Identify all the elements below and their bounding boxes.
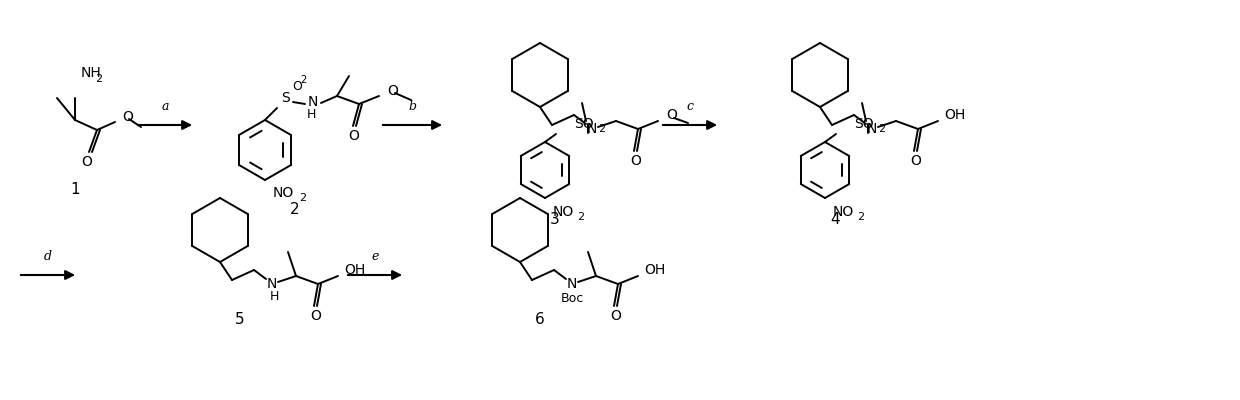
- Text: OH: OH: [644, 263, 665, 277]
- Text: NO: NO: [273, 186, 294, 200]
- Text: e: e: [371, 250, 378, 263]
- Text: OH: OH: [343, 263, 366, 277]
- Text: O: O: [631, 154, 641, 168]
- Text: O: O: [122, 110, 133, 124]
- Text: O: O: [310, 309, 321, 323]
- Text: OH: OH: [944, 108, 965, 122]
- Text: SO: SO: [854, 117, 874, 131]
- Text: NH: NH: [81, 66, 102, 80]
- Text: H: H: [269, 290, 279, 302]
- Text: 4: 4: [831, 212, 839, 228]
- Text: O: O: [293, 80, 301, 92]
- Text: b: b: [408, 100, 417, 113]
- Text: O: O: [387, 84, 398, 98]
- Text: 2: 2: [290, 202, 300, 218]
- Text: 2: 2: [577, 212, 584, 222]
- Text: N: N: [308, 95, 319, 109]
- Text: c: c: [687, 100, 693, 113]
- Text: SO: SO: [574, 117, 594, 131]
- Text: H: H: [306, 108, 316, 122]
- Text: NO: NO: [553, 205, 574, 219]
- Text: 2: 2: [598, 124, 605, 134]
- Text: N: N: [267, 277, 278, 291]
- Text: 1: 1: [71, 182, 79, 198]
- Text: a: a: [161, 100, 169, 113]
- Text: 2: 2: [878, 124, 885, 134]
- Text: 6: 6: [536, 312, 544, 328]
- Text: 2: 2: [95, 74, 102, 84]
- Text: N: N: [567, 277, 577, 291]
- Text: 5: 5: [236, 312, 244, 328]
- Text: N: N: [587, 122, 598, 136]
- Text: O: O: [610, 309, 621, 323]
- Text: O: O: [666, 108, 677, 122]
- Text: O: O: [82, 155, 93, 169]
- Text: 2: 2: [300, 75, 306, 85]
- Text: 2: 2: [857, 212, 864, 222]
- Text: N: N: [867, 122, 877, 136]
- Text: O: O: [910, 154, 921, 168]
- Text: 3: 3: [551, 212, 560, 228]
- Text: S: S: [280, 91, 289, 105]
- Text: O: O: [348, 129, 360, 143]
- Text: NO: NO: [833, 205, 854, 219]
- Text: Boc: Boc: [560, 292, 584, 304]
- Text: d: d: [43, 250, 52, 263]
- Text: 2: 2: [299, 193, 306, 203]
